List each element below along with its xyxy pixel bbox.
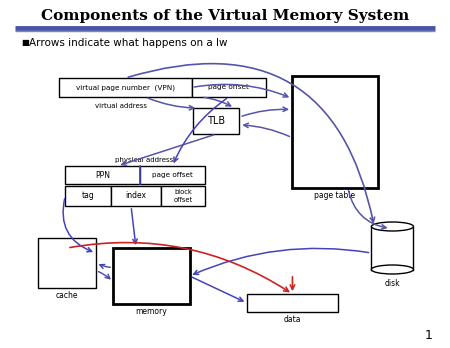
Text: virtual address: virtual address	[94, 103, 147, 109]
Bar	[161, 186, 205, 206]
Bar	[292, 76, 378, 188]
Bar	[194, 108, 239, 134]
Bar	[192, 78, 266, 97]
Text: block
offset: block offset	[173, 190, 193, 203]
Bar	[38, 238, 96, 288]
Bar	[111, 186, 161, 206]
Bar	[247, 294, 338, 312]
Text: data: data	[284, 315, 301, 324]
Bar	[140, 166, 205, 184]
Bar	[65, 186, 111, 206]
Text: Arrows indicate what happens on a lw: Arrows indicate what happens on a lw	[29, 38, 227, 48]
Text: Components of the Virtual Memory System: Components of the Virtual Memory System	[41, 9, 409, 23]
Ellipse shape	[371, 222, 414, 231]
Text: ■: ■	[21, 39, 29, 47]
Text: page offset: page offset	[152, 172, 193, 178]
Text: memory: memory	[135, 307, 167, 316]
Text: page offset: page offset	[208, 85, 249, 90]
Bar	[65, 166, 140, 184]
Bar	[59, 78, 192, 97]
Text: cache: cache	[56, 291, 78, 300]
Text: tag: tag	[82, 191, 94, 200]
Bar	[113, 248, 189, 304]
Text: index: index	[126, 191, 147, 200]
Text: virtual page number  (VPN): virtual page number (VPN)	[76, 84, 175, 91]
Text: TLB: TLB	[207, 116, 225, 126]
Text: 1: 1	[425, 329, 432, 342]
Ellipse shape	[371, 265, 414, 274]
Text: page table: page table	[315, 191, 356, 200]
Text: PPN: PPN	[95, 171, 110, 180]
Text: physical address: physical address	[115, 157, 173, 163]
Text: disk: disk	[385, 278, 400, 287]
